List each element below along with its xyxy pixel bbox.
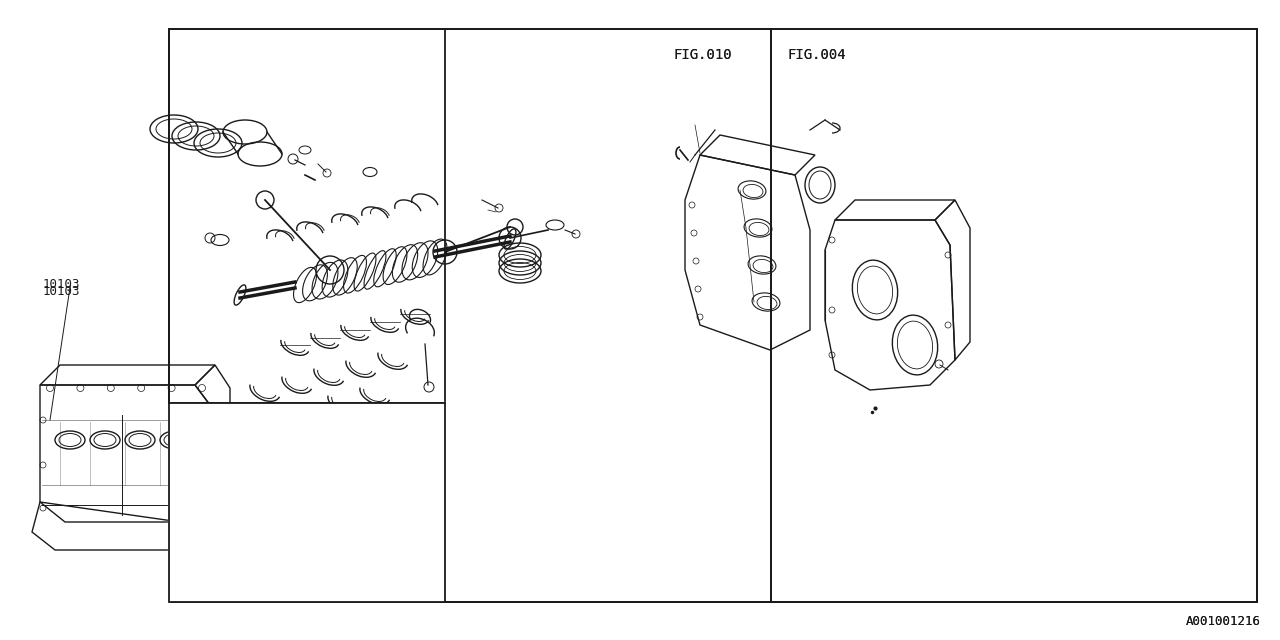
- Text: FIG.010: FIG.010: [673, 48, 732, 62]
- Bar: [166, 401, 445, 604]
- Text: FIG.004: FIG.004: [787, 48, 846, 62]
- Text: FIG.010: FIG.010: [673, 48, 732, 62]
- Text: 10103: 10103: [42, 278, 79, 291]
- Bar: [169, 29, 1257, 602]
- Text: 10103: 10103: [42, 285, 79, 298]
- Text: A001001216: A001001216: [1185, 616, 1261, 628]
- Bar: [169, 29, 1257, 602]
- Text: A001001216: A001001216: [1185, 616, 1261, 628]
- Text: FIG.004: FIG.004: [787, 48, 846, 62]
- Bar: [169, 403, 445, 602]
